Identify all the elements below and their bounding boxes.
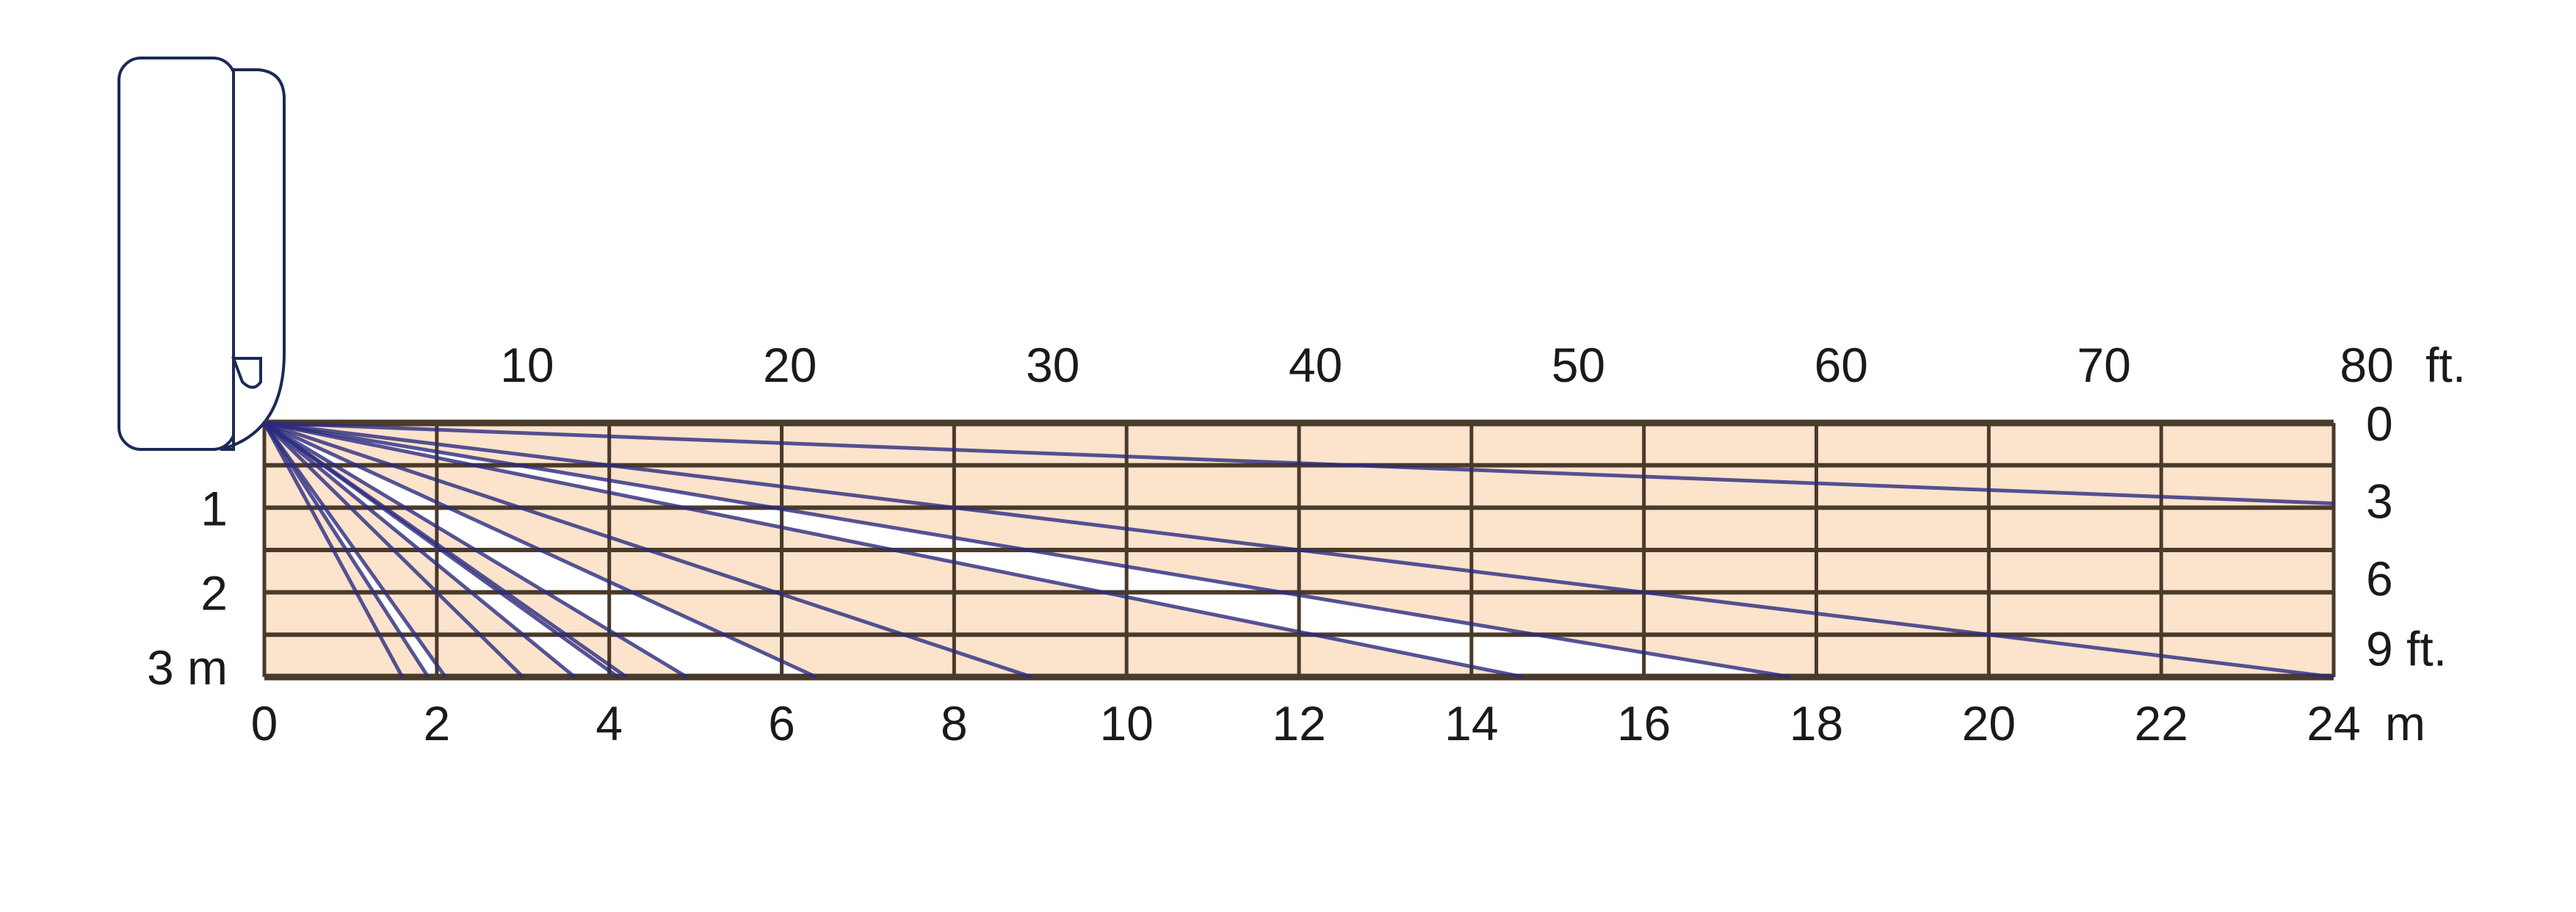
left-tick-label: 2 bbox=[200, 566, 228, 620]
left-tick-label: 1 bbox=[200, 481, 228, 535]
bottom-tick-label: 0 bbox=[251, 696, 278, 750]
bottom-tick-label: 16 bbox=[1617, 696, 1671, 750]
right-tick-label: 0 bbox=[2366, 397, 2393, 451]
detection-ray bbox=[263, 421, 525, 678]
wall-mounted-sensor-icon bbox=[117, 57, 286, 451]
detection-ray bbox=[264, 421, 2334, 679]
top-tick-label: 60 bbox=[1815, 338, 1868, 392]
right-tick-label: 3 bbox=[2366, 474, 2393, 528]
top-tick-label: 40 bbox=[1289, 338, 1342, 392]
top-tick-label: 70 bbox=[2077, 338, 2130, 392]
top-tick-label: 10 bbox=[500, 338, 554, 392]
detection-ray bbox=[264, 421, 1791, 679]
bottom-tick-label: 6 bbox=[768, 696, 795, 750]
detection-ray bbox=[263, 421, 576, 678]
bottom-tick-label: 20 bbox=[1962, 696, 2016, 750]
top-tick-label: 20 bbox=[763, 338, 817, 392]
left-tick-label-last: 3 m bbox=[147, 640, 228, 695]
bottom-tick-label: 8 bbox=[941, 696, 968, 750]
top-tick-label: 80 bbox=[2340, 338, 2393, 392]
detection-ray bbox=[263, 421, 688, 679]
detection-ray bbox=[264, 421, 1032, 679]
detection-ray bbox=[262, 421, 405, 678]
detection-ray bbox=[263, 421, 628, 679]
right-tick-label-last: 9 ft. bbox=[2366, 621, 2447, 676]
bottom-tick-label: 24 bbox=[2307, 696, 2360, 750]
detection-ray bbox=[264, 421, 2334, 506]
detection-ray bbox=[262, 421, 430, 678]
bottom-tick-label: 12 bbox=[1272, 696, 1325, 750]
top-tick-label: 30 bbox=[1026, 338, 1079, 392]
top-axis-unit: ft. bbox=[2425, 338, 2466, 392]
bottom-tick-label: 10 bbox=[1099, 696, 1153, 750]
bottom-tick-label: 2 bbox=[423, 696, 450, 750]
right-tick-label: 6 bbox=[2366, 551, 2393, 606]
bottom-axis-unit: m bbox=[2385, 696, 2425, 750]
bottom-tick-label: 4 bbox=[596, 696, 623, 750]
bottom-tick-label: 18 bbox=[1790, 696, 1843, 750]
detection-ray bbox=[263, 421, 817, 679]
bottom-tick-label: 14 bbox=[1444, 696, 1498, 750]
detection-ray bbox=[264, 421, 1524, 679]
top-tick-label: 50 bbox=[1552, 338, 1605, 392]
detection-ray bbox=[262, 421, 447, 678]
bottom-tick-label: 22 bbox=[2134, 696, 2188, 750]
